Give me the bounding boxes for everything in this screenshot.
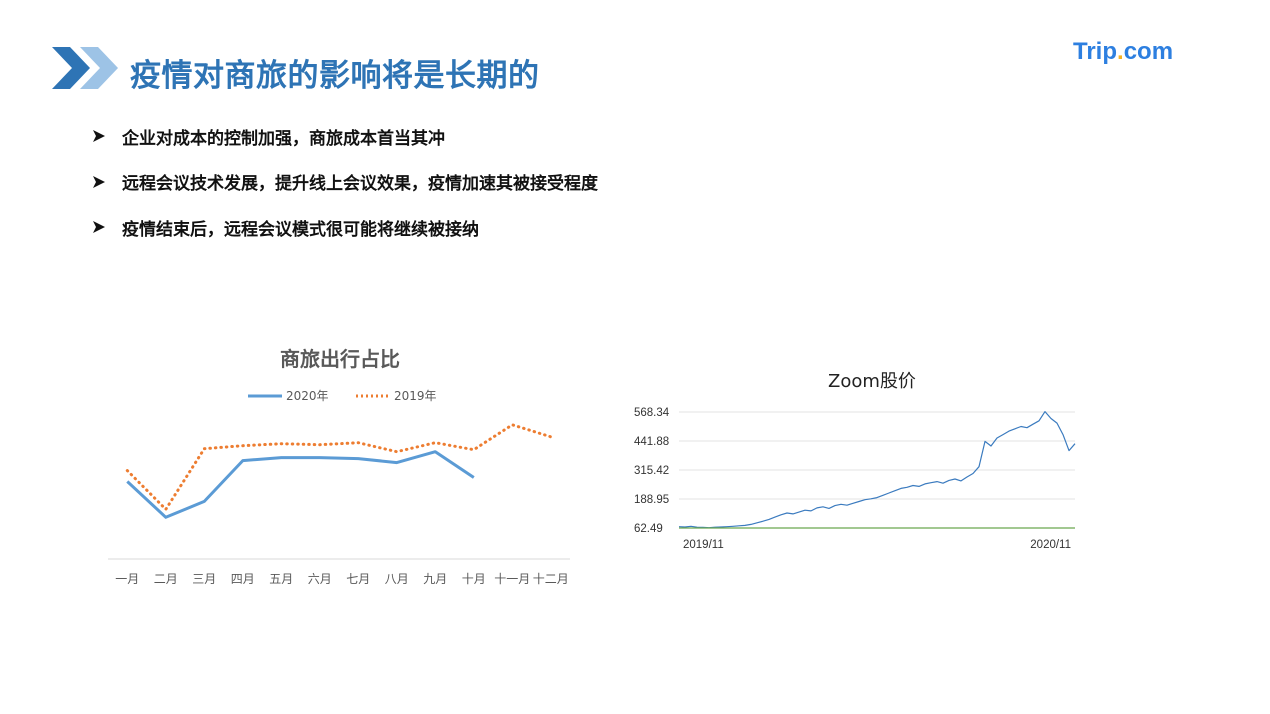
series-line	[126, 450, 475, 519]
x-tick-label: 2019/11	[683, 539, 724, 551]
bullet-text: 疫情结束后，远程会议模式很可能将继续被接纳	[122, 219, 479, 240]
arrow-bullet-icon	[93, 175, 105, 188]
x-tick-label: 十一月	[494, 572, 530, 586]
light-chevron-shape	[80, 47, 118, 89]
x-tick-label: 十月	[462, 572, 486, 586]
chart-title: Zoom股价	[828, 371, 916, 392]
logo-prefix: Trip	[1073, 38, 1118, 65]
y-tick-label: 568.34	[634, 407, 670, 419]
x-tick-label: 五月	[269, 572, 293, 586]
x-tick-label: 2020/11	[1030, 539, 1071, 551]
logo-dot: .	[1117, 38, 1124, 65]
price-line	[678, 410, 1076, 529]
x-tick-label: 七月	[346, 572, 370, 586]
legend-label: 2019年	[394, 389, 437, 403]
bullet-text: 企业对成本的控制加强，商旅成本首当其冲	[122, 128, 445, 149]
arrow-bullet-icon	[93, 221, 105, 233]
x-tick-label: 八月	[385, 572, 409, 586]
header-chevron-icon	[52, 47, 118, 89]
business-travel-line-chart: 商旅出行占比 2020年 2019年一月 二月 三月 四月 五月 六月 七月 八月 九月 十月 十一月十…	[108, 347, 570, 586]
bullet-item: 企业对成本的控制加强，商旅成本首当其冲	[92, 125, 598, 149]
zoom-stock-line-chart: Zoom股价 568.34 441.88 315.42 188.95 62.49 2019/…	[634, 371, 1076, 551]
x-tick-label: 四月	[231, 572, 255, 586]
bullet-text: 远程会议技术发展，提升线上会议效果，疫情加速其被接受程度	[122, 174, 598, 194]
x-tick-label: 十二月	[533, 572, 569, 586]
dark-chevron-shape	[52, 47, 90, 89]
legend-label: 2020年	[286, 389, 329, 403]
x-tick-label: 六月	[308, 572, 332, 586]
x-tick-label: 一月	[115, 572, 139, 586]
trip-com-logo: Trip.com	[1073, 38, 1173, 66]
bullet-item: 远程会议技术发展，提升线上会议效果，疫情加速其被接受程度	[92, 171, 598, 194]
slide-title: 疫情对商旅的影响将是长期的	[130, 58, 540, 94]
x-tick-label: 九月	[423, 572, 447, 586]
series-line	[125, 423, 553, 511]
y-tick-label: 188.95	[634, 494, 669, 506]
x-tick-label: 二月	[154, 572, 178, 586]
x-tick-label: 三月	[192, 572, 216, 586]
bullet-item: 疫情结束后，远程会议模式很可能将继续被接纳	[92, 216, 598, 240]
bullet-list: 企业对成本的控制加强，商旅成本首当其冲 远程会议技术发展，提升线上会议效果，疫情…	[92, 125, 598, 262]
arrow-bullet-icon	[93, 130, 105, 142]
chart-title: 商旅出行占比	[280, 347, 400, 371]
y-tick-label: 315.42	[634, 465, 669, 477]
logo-suffix: com	[1123, 38, 1174, 65]
y-tick-label: 62.49	[634, 523, 663, 535]
y-tick-label: 441.88	[634, 436, 669, 448]
